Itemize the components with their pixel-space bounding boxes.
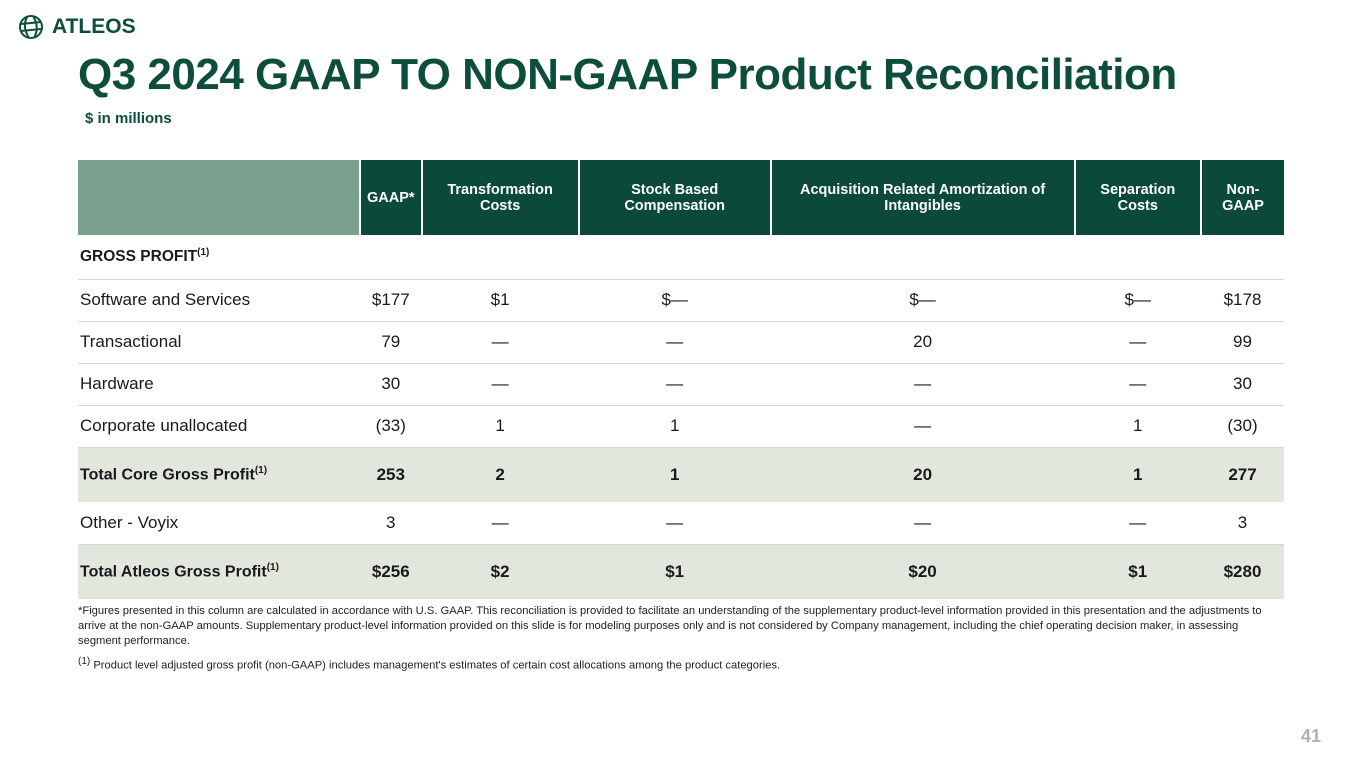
- value-cell: 20: [770, 321, 1075, 364]
- logo: ATLEOS: [18, 14, 136, 40]
- row-label: Total Core Gross Profit(1): [78, 447, 360, 503]
- value-cell: 30: [360, 363, 422, 406]
- value-cell: —: [770, 363, 1075, 406]
- brand-name: ATLEOS: [52, 15, 136, 38]
- value-cell: $280: [1201, 544, 1284, 600]
- value-cell: —: [421, 363, 579, 406]
- value-cell: $—: [1074, 279, 1202, 322]
- value-cell: 1: [578, 447, 771, 503]
- section-label: GROSS PROFIT: [80, 248, 198, 266]
- value-cell: 3: [360, 502, 422, 545]
- value-cell: $177: [360, 279, 422, 322]
- value-cell: 1: [1074, 405, 1202, 448]
- value-cell: $20: [770, 544, 1075, 600]
- header-cell: Non-GAAP: [1200, 160, 1284, 235]
- header-cell: Transformation Costs: [420, 160, 579, 235]
- row-sup: (1): [254, 464, 268, 476]
- footnote-text: Product level adjusted gross profit (non…: [93, 659, 781, 672]
- row-label: Hardware: [78, 363, 360, 406]
- value-cell: —: [1074, 502, 1202, 545]
- value-cell: 277: [1201, 447, 1284, 503]
- row-label: Other - Voyix: [78, 502, 360, 545]
- footnote-1: (1) Product level adjusted gross profit …: [78, 656, 780, 672]
- table-row: Total Atleos Gross Profit(1) $256 $2 $1 $20 $…: [78, 544, 1284, 600]
- footnote-gaap: *Figures presented in this column are ca…: [78, 605, 1262, 647]
- value-cell: —: [1074, 363, 1202, 406]
- value-cell: $1: [578, 544, 771, 600]
- value-cell: —: [770, 502, 1075, 545]
- header-cell: Acquisition Related Amortization of Inta…: [769, 160, 1075, 235]
- value-cell: —: [578, 502, 771, 545]
- value-cell: 2: [421, 447, 579, 503]
- value-cell: 99: [1201, 321, 1284, 364]
- value-cell: 3: [1201, 502, 1284, 545]
- value-cell: 253: [360, 447, 422, 503]
- row-label: Software and Services: [78, 279, 360, 322]
- reconciliation-table: GAAP* Transformation Costs Stock Based C…: [78, 160, 1284, 600]
- value-cell: —: [770, 405, 1075, 448]
- row-label-text: Total Core Gross Profit: [80, 466, 255, 484]
- value-cell: $1: [1074, 544, 1202, 600]
- row-label-text: Other - Voyix: [80, 513, 179, 532]
- table-row: Hardware 30— — — —30: [78, 363, 1284, 406]
- table-row: Corporate unallocated (33) 1 1—1 (30): [78, 405, 1284, 448]
- value-cell: —: [578, 363, 771, 406]
- value-cell: —: [1074, 321, 1202, 364]
- row-label: Total Atleos Gross Profit(1): [78, 544, 360, 600]
- value-cell: $178: [1201, 279, 1284, 322]
- value-cell: 1: [421, 405, 579, 448]
- row-label-text: Corporate unallocated: [80, 416, 248, 435]
- value-cell: 30: [1201, 363, 1284, 406]
- section-row: GROSS PROFIT(1): [78, 235, 1284, 280]
- globe-icon: [19, 15, 43, 39]
- row-label-text: Total Atleos Gross Profit: [80, 563, 267, 581]
- page-title: Q3 2024 GAAP TO NON-GAAP Product Reconci…: [78, 50, 1177, 99]
- header-blank: [78, 160, 360, 235]
- table-row: Transactional 79— —20—99: [78, 321, 1284, 364]
- value-cell: (30): [1201, 405, 1284, 448]
- value-cell: $—: [578, 279, 771, 322]
- value-cell: —: [578, 321, 771, 364]
- table-row: Software and Services $177 $1 $— $— $— $178: [78, 279, 1284, 322]
- table-row: Total Core Gross Profit(1) 253 2 1 20 1 277: [78, 447, 1284, 503]
- footnote-marker: (1): [78, 656, 91, 667]
- section-sup: (1): [197, 247, 210, 259]
- value-cell: 20: [770, 447, 1075, 503]
- row-label: Transactional: [78, 321, 360, 364]
- header-cell: Separation Costs: [1073, 160, 1202, 235]
- row-label: Corporate unallocated: [78, 405, 360, 448]
- header-cell: Stock Based Compensation: [577, 160, 771, 235]
- value-cell: —: [421, 502, 579, 545]
- value-cell: 1: [578, 405, 771, 448]
- value-cell: 1: [1074, 447, 1202, 503]
- value-cell: (33): [360, 405, 422, 448]
- units-label: $ in millions: [85, 110, 172, 127]
- row-label-text: Transactional: [80, 332, 182, 351]
- table-row: Other - Voyix 3— — — —3: [78, 502, 1284, 545]
- value-cell: $2: [421, 544, 579, 600]
- value-cell: $1: [421, 279, 579, 322]
- value-cell: —: [421, 321, 579, 364]
- row-label-text: Software and Services: [80, 290, 251, 309]
- value-cell: 79: [360, 321, 422, 364]
- row-sup: (1): [266, 561, 279, 573]
- value-cell: $—: [770, 279, 1075, 322]
- page-number: 41: [1300, 726, 1321, 746]
- row-label-text: Hardware: [80, 374, 154, 393]
- value-cell: $256: [360, 544, 422, 600]
- header-cell: GAAP*: [359, 160, 422, 235]
